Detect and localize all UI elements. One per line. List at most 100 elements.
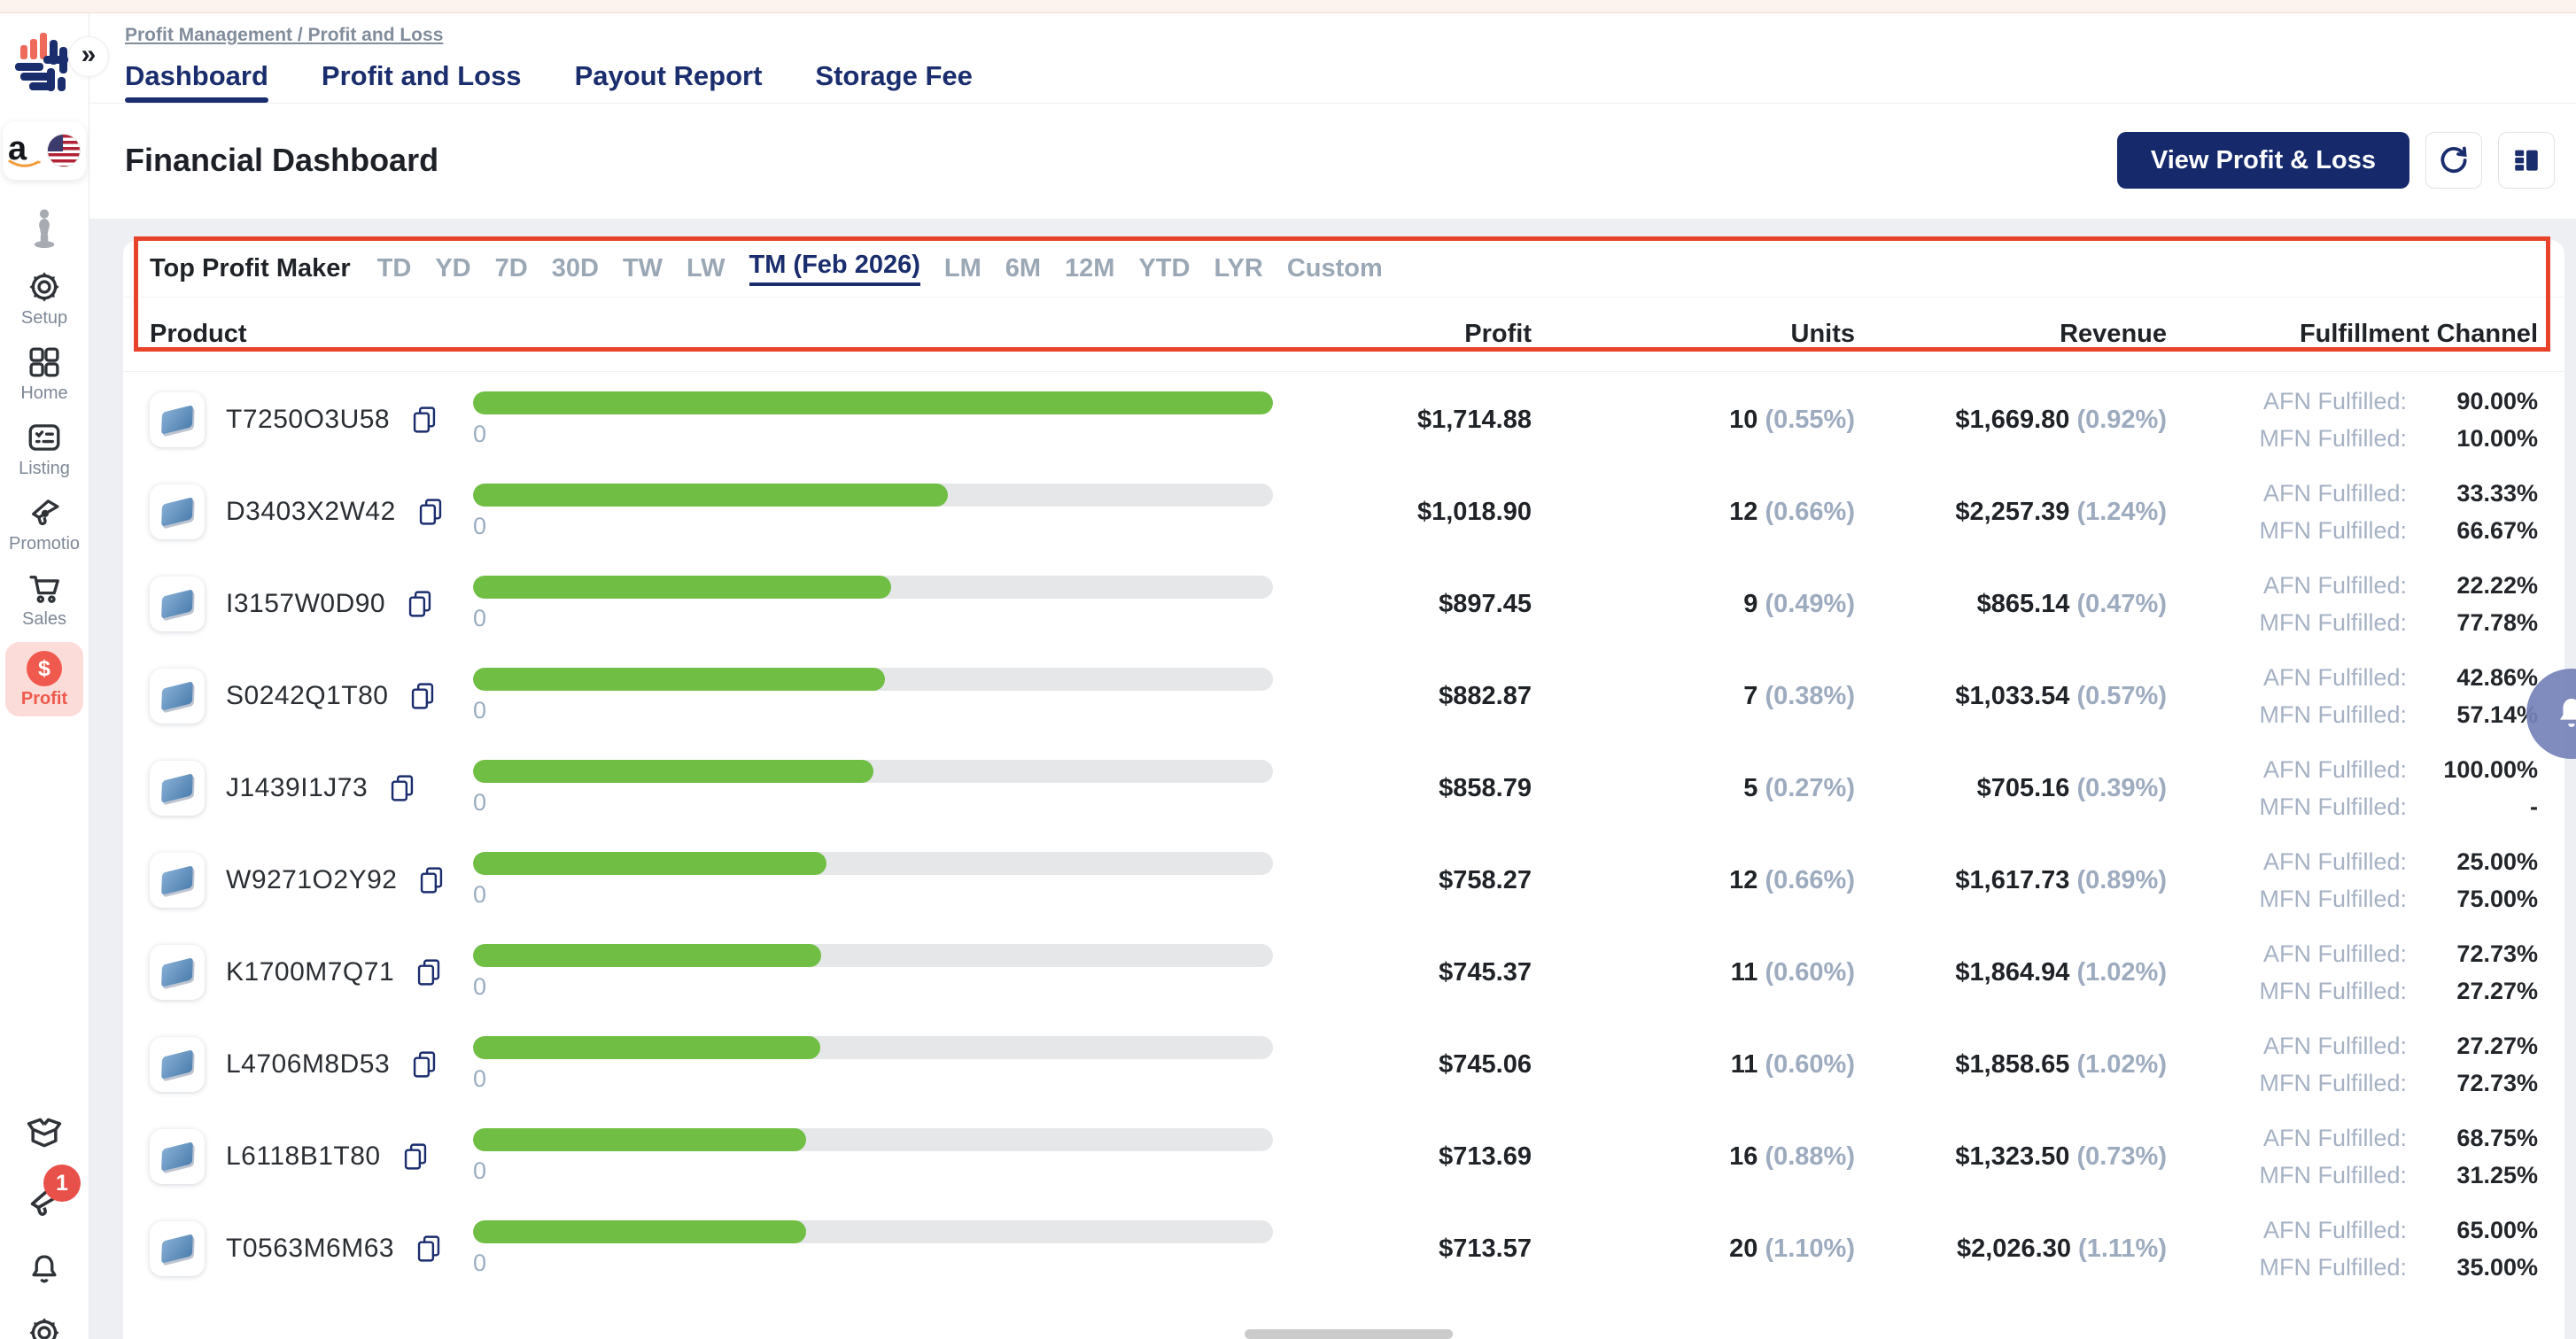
tab-profit-and-loss[interactable]: Profit and Loss [321, 60, 522, 91]
sidebar-item-label: Promotio [8, 534, 81, 553]
bell-icon[interactable] [26, 1250, 63, 1288]
revenue-value: $1,323.50 [1955, 1142, 2070, 1171]
product-rows: T7250O3U58 0 $1,714.88 10 (0.55%) $1,669… [123, 372, 2564, 1295]
filter-tab-yd[interactable]: YD [435, 253, 471, 283]
filter-tab-7d[interactable]: 7D [494, 253, 528, 283]
column-header-product: Product [150, 320, 247, 348]
announcements-button[interactable]: 1 [24, 1165, 81, 1224]
tab-storage-fee[interactable]: Storage Fee [815, 60, 973, 91]
divider [123, 297, 2564, 298]
afn-label: AFN Fulfilled: [2262, 1216, 2407, 1243]
bar-axis-label: 0 [473, 421, 487, 447]
sidebar-item-setup[interactable]: Setup [2, 268, 87, 329]
sidebar-item-home[interactable]: Home [2, 344, 87, 404]
product-code: T7250O3U58 [226, 405, 391, 434]
table-row: S0242Q1T80 0 $882.87 7 (0.38%) $1,033.54… [123, 650, 2564, 742]
layout-columns-button[interactable] [2498, 132, 2555, 189]
copy-icon[interactable] [407, 589, 433, 619]
mfn-value: 57.14% [2456, 700, 2538, 728]
bar-axis-label: 0 [473, 881, 487, 908]
revenue-percent: (0.47%) [2076, 589, 2167, 618]
units-percent: (0.49%) [1765, 589, 1855, 618]
copy-icon[interactable] [418, 865, 445, 895]
units-value: 16 [1729, 1142, 1758, 1171]
mfn-value: 31.25% [2456, 1161, 2538, 1188]
product-thumbnail [150, 1037, 205, 1092]
revenue-percent: (0.89%) [2076, 865, 2167, 894]
filter-tab-6m[interactable]: 6M [1005, 253, 1042, 283]
profit-value: $1,714.88 [1416, 405, 1532, 434]
afn-label: AFN Fulfilled: [2262, 848, 2407, 875]
product-thumbnail [150, 945, 205, 1000]
table-header: Product Profit Units Revenue Fulfillment… [123, 298, 2564, 371]
filter-tab-30d[interactable]: 30D [551, 253, 599, 283]
bar-axis-label: 0 [473, 973, 487, 1000]
grid-icon [29, 347, 59, 377]
profit-bar-track [473, 1220, 1273, 1243]
table-row: I3157W0D90 0 $897.45 9 (0.49%) $865.14 (… [123, 558, 2564, 650]
product-code: L6118B1T80 [226, 1142, 381, 1171]
units-value: 11 [1730, 1049, 1758, 1079]
revenue-value: $1,858.65 [1955, 1049, 2070, 1079]
units-percent: (1.10%) [1765, 1234, 1855, 1263]
tab-payout-report[interactable]: Payout Report [574, 60, 763, 91]
filter-tab-lyr[interactable]: LYR [1214, 253, 1263, 283]
sidebar-item-profit[interactable]: $ Profit [5, 642, 83, 716]
copy-icon[interactable] [415, 1234, 442, 1264]
filter-tab-lw[interactable]: LW [687, 253, 725, 283]
copy-icon[interactable] [411, 405, 438, 435]
gear-icon[interactable] [26, 1314, 63, 1339]
mfn-label: MFN Fulfilled: [2259, 885, 2407, 912]
table-row: K1700M7Q71 0 $745.37 11 (0.60%) $1,864.9… [123, 926, 2564, 1018]
mfn-value: 77.78% [2456, 608, 2538, 636]
sidebar-item-promotion[interactable]: Promotio [2, 494, 87, 554]
sidebar-item-sales[interactable]: Sales [2, 569, 87, 630]
units-value: 10 [1729, 405, 1758, 434]
package-icon[interactable] [25, 1113, 64, 1152]
product-code: L4706M8D53 [226, 1049, 391, 1079]
units-percent: (0.55%) [1765, 405, 1855, 434]
filter-tab-td[interactable]: TD [376, 253, 412, 283]
tab-dashboard[interactable]: Dashboard [125, 60, 268, 103]
afn-label: AFN Fulfilled: [2262, 1124, 2407, 1151]
revenue-percent: (1.24%) [2076, 497, 2167, 526]
filter-tab-tm[interactable]: TM (Feb 2026) [749, 251, 920, 286]
table-row: W9271O2Y92 0 $758.27 12 (0.66%) $1,617.7… [123, 834, 2564, 926]
breadcrumb[interactable]: Profit Management / Profit and Loss [125, 25, 444, 45]
marketplace-switcher[interactable]: a [3, 121, 86, 180]
product-thumbnail [150, 1129, 205, 1184]
view-profit-loss-button[interactable]: View Profit & Loss [2116, 132, 2409, 189]
filter-tab-tw[interactable]: TW [622, 253, 663, 283]
filter-tab-12m[interactable]: 12M [1065, 253, 1115, 283]
filter-tab-custom[interactable]: Custom [1286, 253, 1383, 283]
copy-icon[interactable] [417, 497, 444, 527]
copy-icon[interactable] [411, 1049, 438, 1080]
refresh-button[interactable] [2425, 132, 2482, 189]
sidebar-item-label: Setup [20, 308, 68, 328]
copy-icon[interactable] [402, 1142, 429, 1172]
product-code: J1439I1J73 [226, 773, 369, 802]
mfn-label: MFN Fulfilled: [2259, 424, 2407, 452]
sidebar-item-listing[interactable]: Listing [2, 419, 87, 479]
profit-bar [473, 760, 874, 783]
sidebar-expand-button[interactable]: » [68, 36, 109, 77]
filter-tab-lm[interactable]: LM [943, 253, 982, 283]
bar-axis-label: 0 [473, 789, 487, 816]
profit-bar [473, 944, 821, 967]
horizontal-scrollbar-thumb[interactable] [1245, 1329, 1453, 1339]
mfn-value: 27.27% [2456, 977, 2538, 1004]
revenue-value: $1,617.73 [1955, 865, 2070, 894]
afn-label: AFN Fulfilled: [2262, 479, 2407, 507]
copy-icon[interactable] [409, 681, 436, 711]
revenue-value: $1,864.94 [1955, 957, 2070, 987]
afn-value: 65.00% [2456, 1216, 2538, 1243]
revenue-value: $865.14 [1976, 589, 2070, 618]
sidebar-item-label: Sales [21, 609, 67, 629]
copy-icon[interactable] [415, 957, 442, 987]
filter-tab-ytd[interactable]: YTD [1138, 253, 1191, 283]
units-value: 12 [1729, 865, 1758, 894]
copy-icon[interactable] [389, 773, 415, 803]
profit-bar-track [473, 391, 1273, 414]
us-flag-icon [47, 134, 81, 167]
bar-axis-label: 0 [473, 605, 487, 631]
